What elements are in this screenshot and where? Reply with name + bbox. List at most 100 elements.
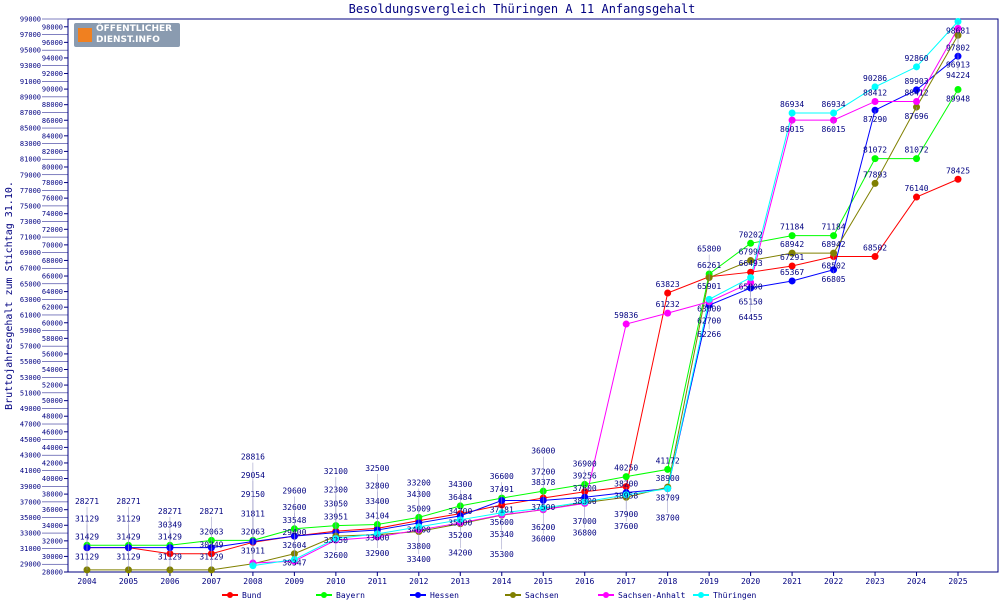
logo-mark-icon: [78, 28, 92, 42]
y-tick-label: 69000: [20, 249, 41, 257]
y-tick-label: 96000: [42, 39, 63, 47]
data-label: 92860: [904, 54, 928, 63]
data-label: 68502: [863, 244, 887, 253]
data-label: 67291: [780, 253, 804, 262]
data-point: [871, 155, 879, 163]
x-tick-label: 2014: [492, 577, 511, 586]
y-tick-label: 61000: [20, 311, 41, 319]
data-label: 34200: [448, 549, 472, 558]
plot-frame: [67, 18, 999, 573]
data-label: 36000: [531, 535, 555, 544]
data-label: 36900: [573, 460, 597, 469]
y-tick-label: 32000: [42, 537, 63, 545]
y-tick-label: 36000: [42, 506, 63, 514]
data-label: 28271: [116, 497, 140, 506]
data-label: 81072: [904, 146, 928, 155]
y-tick-label: 29000: [20, 561, 41, 569]
y-tick-label: 90000: [42, 86, 63, 94]
y-tick-label: 63000: [20, 296, 41, 304]
data-label: 37600: [614, 522, 638, 531]
data-label: 87290: [863, 115, 887, 124]
data-label: 28816: [241, 453, 265, 462]
data-point: [622, 320, 630, 328]
data-point: [747, 257, 755, 265]
data-point: [871, 97, 879, 105]
y-tick-label: 72000: [42, 226, 63, 234]
y-tick-label: 47000: [20, 421, 41, 429]
y-tick-label: 94000: [42, 54, 63, 62]
x-tick-label: 2007: [202, 577, 221, 586]
y-tick-label: 84000: [42, 132, 63, 140]
y-tick-label: 53000: [20, 374, 41, 382]
data-label: 40250: [614, 464, 638, 473]
logo-line1: ÖFFENTLICHER: [96, 24, 173, 34]
data-label: 59836: [614, 311, 638, 320]
data-point: [871, 179, 879, 187]
y-tick-label: 28000: [42, 569, 63, 577]
y-tick-label: 86000: [42, 117, 63, 125]
data-label: 62266: [697, 330, 721, 339]
data-label: 66493: [739, 259, 763, 268]
data-label: 32600: [324, 551, 348, 560]
data-point: [788, 249, 796, 257]
x-tick-label: 2019: [700, 577, 719, 586]
data-point: [913, 155, 921, 163]
data-label: 65901: [697, 282, 721, 291]
data-label: 68942: [780, 240, 804, 249]
data-label: 37181: [490, 505, 514, 514]
logo-line2: DIENST.INFO: [96, 35, 160, 45]
x-tick-label: 2018: [658, 577, 677, 586]
y-tick-label: 54000: [42, 366, 63, 374]
data-label: 29400: [282, 528, 306, 537]
y-tick-label: 40000: [42, 475, 63, 483]
data-label: 70202: [739, 230, 763, 239]
data-label: 71184: [780, 223, 804, 232]
data-point: [664, 289, 672, 297]
legend-label: Sachsen: [525, 591, 559, 600]
x-tick-label: 2012: [409, 577, 428, 586]
data-label: 38900: [656, 474, 680, 483]
y-tick-label: 49000: [20, 405, 41, 413]
y-tick-label: 41000: [20, 467, 41, 475]
data-point: [913, 86, 921, 94]
data-point: [664, 465, 672, 473]
data-label: 30347: [282, 559, 306, 568]
data-point: [871, 83, 879, 91]
y-tick-label: 42000: [42, 459, 63, 467]
y-tick-label: 98000: [42, 23, 63, 31]
logo: ÖFFENTLICHER DIENST.INFO: [74, 23, 180, 47]
data-label: 29600: [282, 487, 306, 496]
y-tick-label: 51000: [20, 389, 41, 397]
data-label: 86934: [822, 100, 846, 109]
y-tick-label: 81000: [20, 156, 41, 164]
data-point: [747, 239, 755, 247]
y-tick-label: 64000: [42, 288, 63, 296]
data-point: [954, 175, 962, 183]
data-point: [913, 193, 921, 201]
data-label: 28271: [75, 497, 99, 506]
data-point: [788, 277, 796, 285]
data-label: 38700: [656, 514, 680, 523]
series-line-Bayern: [87, 89, 959, 546]
y-tick-label: 78000: [42, 179, 63, 187]
data-label: 68942: [822, 240, 846, 249]
y-tick-label: 68000: [42, 257, 63, 265]
legend-marker: [415, 592, 421, 598]
y-tick-label: 85000: [20, 125, 41, 133]
data-label: 90286: [863, 74, 887, 83]
data-point: [622, 473, 630, 481]
y-tick-label: 65000: [20, 280, 41, 288]
data-label: 32900: [365, 549, 389, 558]
y-tick-label: 35000: [20, 514, 41, 522]
y-tick-label: 43000: [20, 452, 41, 460]
legend-label: Hessen: [430, 591, 459, 600]
y-tick-label: 55000: [20, 358, 41, 366]
legend-marker: [510, 592, 516, 598]
data-label: 65367: [780, 268, 804, 277]
data-label: 77893: [863, 170, 887, 179]
data-label: 28271: [199, 507, 223, 516]
data-label: 36800: [573, 528, 597, 537]
y-tick-label: 74000: [42, 210, 63, 218]
y-tick-label: 92000: [42, 70, 63, 78]
